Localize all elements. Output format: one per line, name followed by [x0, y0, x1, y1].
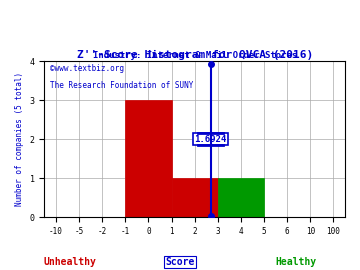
Text: ©www.textbiz.org: ©www.textbiz.org: [50, 64, 124, 73]
Text: Healthy: Healthy: [276, 257, 317, 267]
Bar: [171, 178, 218, 217]
Text: The Research Foundation of SUNY: The Research Foundation of SUNY: [50, 82, 194, 90]
Bar: [218, 178, 264, 217]
Text: Industry: Internet & Mail Order Stores: Industry: Internet & Mail Order Stores: [93, 50, 297, 60]
Text: 1.6924: 1.6924: [194, 135, 227, 144]
Y-axis label: Number of companies (5 total): Number of companies (5 total): [15, 72, 24, 206]
Title: Z''-Score Histogram for QVCA (2016): Z''-Score Histogram for QVCA (2016): [77, 50, 313, 60]
Bar: [125, 100, 171, 217]
Text: Score: Score: [165, 257, 195, 267]
Text: Unhealthy: Unhealthy: [43, 257, 96, 267]
